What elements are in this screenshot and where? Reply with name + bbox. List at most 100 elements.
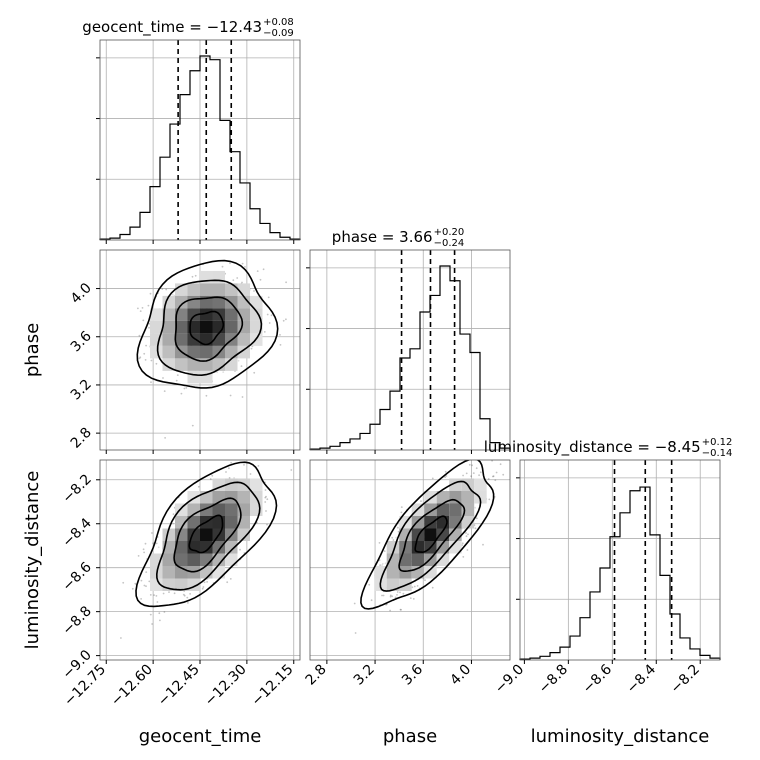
density-cell [250,478,263,491]
sample-point [155,542,158,545]
density-cell [399,566,412,579]
density-cell [200,333,213,346]
sample-point [144,542,147,545]
sample-point [279,334,281,336]
density-cell [175,541,188,554]
density-cell [237,345,250,359]
sample-point [495,471,498,474]
density-cell [212,566,225,579]
sample-point [150,359,153,362]
density-cell [449,503,462,516]
sample-point [140,598,143,600]
density-cell [225,478,238,491]
density-cell [225,553,238,566]
x-tick-label-geocent-time: −12.30 [202,662,250,710]
contour-level [155,481,261,591]
sample-point [396,594,398,596]
sample-point [226,581,229,584]
sample-point [211,474,214,477]
density-cell [200,541,213,554]
density-cell [237,333,250,346]
density-cell [162,358,175,371]
sample-point [173,592,176,595]
sample-point [265,510,267,512]
density-cell [162,553,175,566]
density-cell [225,295,238,309]
sample-point [256,270,259,272]
density-cell [250,503,263,516]
histogram-luminosity-distance [519,486,721,660]
density-cell [187,516,200,529]
sample-point [176,374,179,376]
sample-point [158,612,161,615]
sample-point [431,477,434,480]
sample-point [131,587,134,590]
sample-point [161,288,164,290]
sample-point [282,319,285,322]
density-cell [237,295,250,309]
contour-level [360,460,495,610]
sample-point [479,471,482,474]
sample-point [243,464,245,466]
density-cell [212,478,225,491]
contour-level [379,480,482,592]
sample-point [229,262,231,265]
sample-point [470,475,472,478]
x-tick-label-phase: 2.8 [303,662,330,689]
sample-point [172,513,175,515]
sample-point [205,394,208,397]
density-cell [150,320,163,334]
sample-point [391,536,394,539]
density-cell [424,566,437,579]
density-cell [200,283,213,296]
sample-point [488,498,491,501]
sample-point [137,307,139,310]
sample-point [172,522,175,525]
sample-point [354,632,357,634]
sample-point [148,326,150,329]
sample-point [162,592,165,595]
sample-point [145,585,147,588]
x-tick-label-phase: 3.2 [351,662,378,689]
y-axis-label-luminosity-distance: luminosity_distance [22,471,43,650]
sample-point [370,599,373,602]
contour-level [188,514,224,554]
sample-point [180,392,183,395]
density-cell [162,345,175,359]
density-cell [200,320,213,334]
density-cell [200,553,213,566]
density-cell [175,578,188,591]
sample-point [229,578,232,580]
density-cell [225,358,238,371]
y-tick-label-phase: 3.2 [68,376,95,403]
sample-point [185,387,188,389]
sample-point [183,387,186,390]
density-cell [162,308,175,321]
density-cell [250,295,263,309]
sample-point [163,390,166,392]
sample-point [381,562,384,565]
density-cell [436,491,450,504]
sample-point [209,478,212,480]
sample-point [264,496,267,499]
density-cell [386,578,400,591]
x-tick-label-geocent-time: −12.15 [249,662,297,710]
density-cell [225,283,238,296]
sample-point [462,556,465,558]
sample-point [290,469,293,471]
sample-point [142,319,145,322]
sample-point [444,476,446,478]
density-cell [175,333,188,346]
density-cell [187,358,200,371]
sample-point [232,279,235,282]
density-cell [212,541,225,554]
y-tick-label-phase: 4.0 [68,280,95,307]
density-cell [212,283,225,296]
density-cell [436,503,450,516]
sample-point [201,587,204,590]
density-cell [187,370,200,384]
density-cell [187,283,200,296]
sample-point [143,584,146,587]
sample-point [191,424,194,427]
x-tick-label-geocent-time: −12.60 [108,662,156,710]
